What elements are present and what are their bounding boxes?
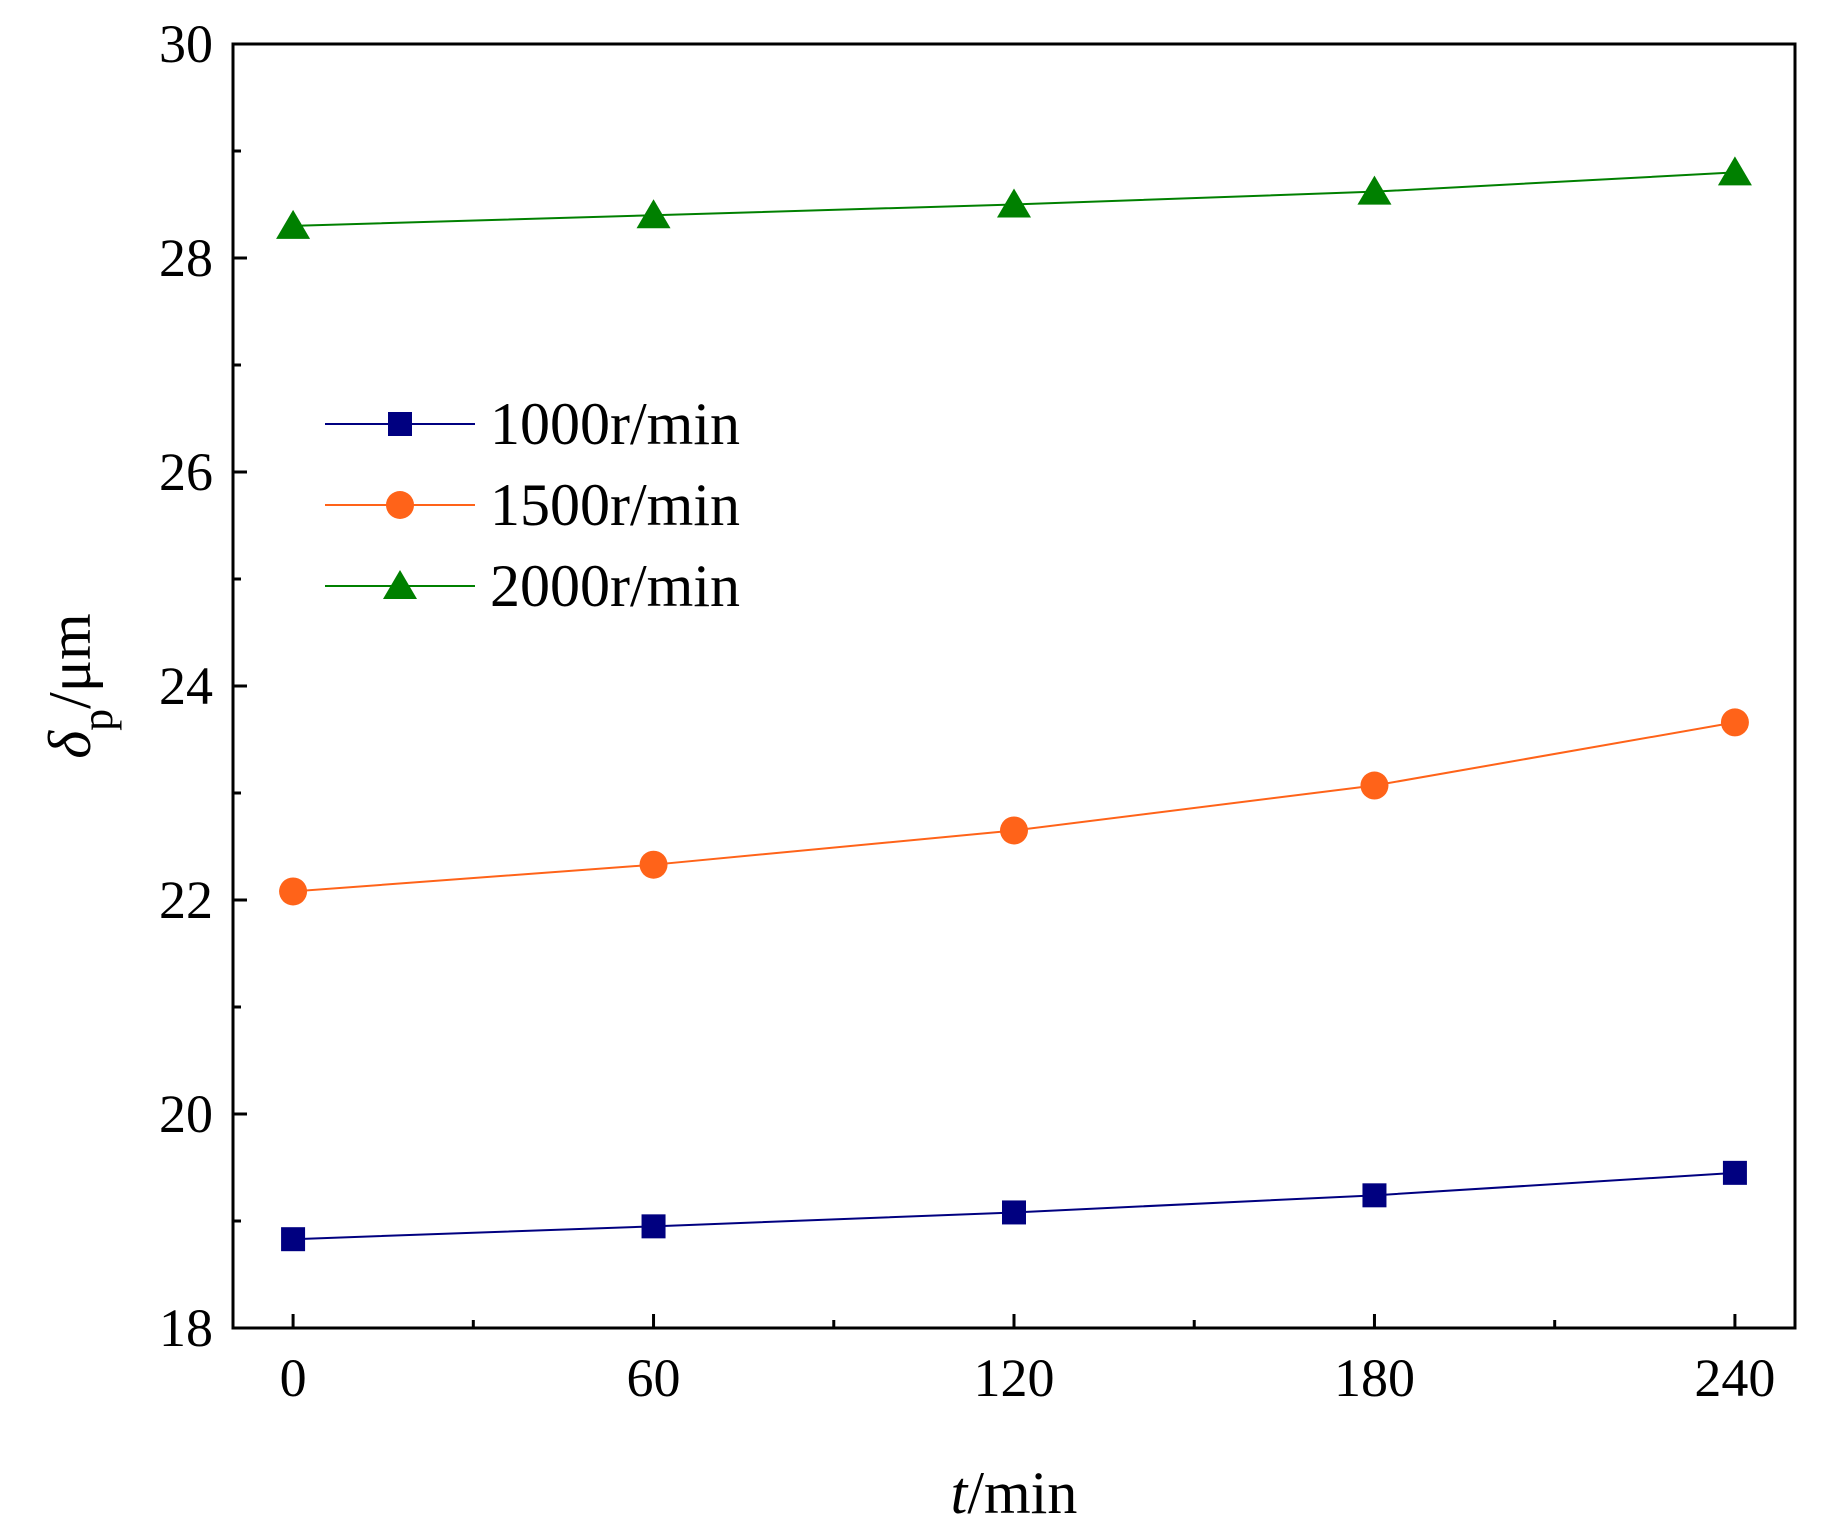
y-tick-label: 30	[159, 14, 213, 74]
data-point-1000r-min	[1362, 1183, 1387, 1208]
legend-marker-2000r-min	[383, 570, 417, 599]
x-tick-label: 60	[627, 1348, 681, 1408]
data-point-1500r-min	[639, 850, 668, 879]
data-point-1500r-min	[1360, 771, 1389, 800]
x-tick-label: 0	[280, 1348, 307, 1408]
series-line-1500r-min	[293, 721, 1736, 893]
axis-ticks	[233, 42, 1737, 1330]
data-point-1000r-min	[1002, 1200, 1026, 1225]
data-point-2000r-min	[636, 199, 671, 229]
data-point-1000r-min	[281, 1227, 306, 1252]
data-point-1500r-min	[1000, 816, 1028, 845]
legend-label-1500r-min: 1500r/min	[490, 472, 740, 538]
legend-label-1000r-min: 1000r/min	[490, 391, 740, 457]
legend: 1000r/min 1500r/min 2000r/min	[325, 391, 740, 619]
legend-label-2000r-min: 2000r/min	[490, 553, 740, 619]
data-point-2000r-min	[1717, 156, 1752, 186]
x-tick-label: 240	[1694, 1348, 1775, 1408]
x-axis-title: t/min	[951, 1460, 1078, 1526]
data-point-1000r-min	[1722, 1160, 1747, 1185]
y-tick-label: 28	[159, 228, 213, 288]
axis-tick-labels: 0 60 120 180 240 18 20 22 24 26 28 30	[159, 14, 1775, 1408]
data-point-1500r-min	[279, 877, 308, 906]
data-point-1000r-min	[641, 1214, 666, 1239]
plot-area-frame	[231, 42, 1797, 1330]
data-point-2000r-min	[1357, 175, 1392, 205]
y-tick-label: 24	[159, 656, 213, 716]
y-tick-label: 18	[159, 1298, 213, 1358]
legend-marker-1500r-min	[386, 491, 414, 519]
y-tick-label: 26	[159, 442, 213, 502]
data-point-2000r-min	[276, 209, 311, 239]
y-tick-label: 20	[159, 1084, 213, 1144]
data-point-1500r-min	[1720, 708, 1749, 737]
x-tick-label: 120	[974, 1348, 1055, 1408]
x-tick-label: 180	[1334, 1348, 1415, 1408]
series-layer	[276, 156, 1752, 1252]
data-point-2000r-min	[997, 188, 1031, 218]
legend-marker-1000r-min	[388, 412, 412, 436]
y-axis-title: δp/μm	[37, 613, 122, 758]
y-tick-label: 22	[159, 870, 213, 930]
